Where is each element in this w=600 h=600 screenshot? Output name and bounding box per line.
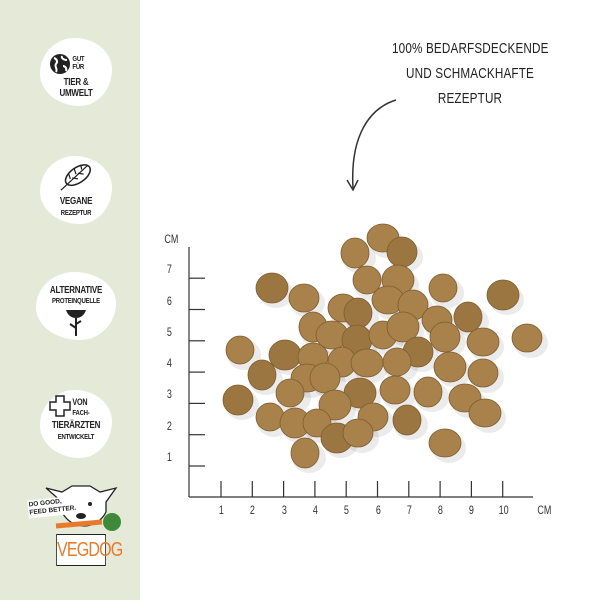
x-tick-label: 6 <box>375 503 381 517</box>
badge-top: GUT <box>72 54 85 63</box>
kibble-piece <box>268 339 302 371</box>
kibble-piece <box>275 378 305 408</box>
y-tick-label: 3 <box>166 387 172 402</box>
badge-protein: ALTERNATIVE PROTEINQUELLE <box>36 272 116 340</box>
y-tick-label: 6 <box>166 293 172 308</box>
kibble-piece <box>340 237 370 269</box>
arrow-head <box>346 179 359 192</box>
kibble-piece <box>222 384 254 416</box>
kibble-piece <box>486 279 520 311</box>
kibble-piece <box>468 398 502 428</box>
kibble-piece <box>453 301 483 333</box>
y-tick-label: 7 <box>166 262 172 277</box>
kibble-piece <box>433 351 467 383</box>
x-tick-label: 2 <box>250 503 256 517</box>
badge-top2: FÜR <box>72 62 85 71</box>
globe-icon <box>50 54 70 74</box>
kibble-piece <box>255 272 289 304</box>
kibble-piece <box>255 402 285 432</box>
x-tick-label: 4 <box>312 503 318 517</box>
badge-line1: ALTERNATIVE <box>49 285 103 296</box>
kibble-piece <box>382 347 412 377</box>
badge-line2: ENTWICKELT <box>57 432 95 441</box>
kibble-piece <box>342 418 374 448</box>
kibble-piece <box>290 437 320 469</box>
kibble-piece <box>392 404 422 436</box>
x-unit-label: CM <box>537 503 552 517</box>
kibble-piece <box>466 327 500 357</box>
kibble-piece <box>511 323 543 353</box>
x-tick-label: 9 <box>469 503 475 517</box>
sidebar: GUT FÜR TIER & UMWELT VEGANE REZEPTUR AL… <box>0 0 140 600</box>
kibble-piece <box>428 428 462 458</box>
y-tick-label: 2 <box>166 418 172 433</box>
x-tick-label: 3 <box>281 503 287 517</box>
kibble-piece <box>386 236 418 268</box>
x-tick-label: 5 <box>344 503 350 517</box>
kibble-piece <box>386 311 420 343</box>
leaf-icon <box>60 164 92 191</box>
badge-line1: VEGANE <box>59 196 93 207</box>
kibble-piece <box>350 348 384 378</box>
badge-vegan: VEGANE REZEPTUR <box>40 156 112 224</box>
y-tick-label: 4 <box>166 356 172 371</box>
x-tick-label: 8 <box>437 503 443 517</box>
badge-line2: PROTEINQUELLE <box>52 296 100 305</box>
headline: 100% BEDARFSDECKENDE UND SCHMACKHAFTE RE… <box>392 36 548 111</box>
kibble-piece <box>318 389 352 421</box>
headline-line: REZEPTUR <box>437 90 503 107</box>
badge-top: VON <box>72 397 88 407</box>
badge-vets: VON FACH- TIERÄRZTEN ENTWICKELT <box>40 390 112 458</box>
kibble-piece <box>467 358 499 388</box>
y-unit-label: CM <box>164 232 179 246</box>
kibble-piece <box>343 297 373 329</box>
x-tick-label: 1 <box>218 503 224 517</box>
plus-cross-icon <box>49 395 71 417</box>
kibble-piece <box>428 273 458 303</box>
badge-line2: UMWELT <box>59 88 93 99</box>
kibble-piece <box>352 265 382 295</box>
kibble-piece <box>225 335 255 365</box>
badge-line1: TIERÄRZTEN <box>51 420 101 431</box>
badge-environment: GUT FÜR TIER & UMWELT <box>40 38 112 106</box>
kibble-piece <box>429 321 461 353</box>
headline-line: 100% BEDARFSDECKENDE <box>392 40 549 57</box>
kibble-piece <box>413 376 443 408</box>
x-tick-label: 10 <box>498 503 509 517</box>
x-tick-label: 7 <box>406 503 412 517</box>
y-tick-label: 1 <box>166 450 172 464</box>
sunflower-icon <box>66 310 86 336</box>
headline-line: UND SCHMACKHAFTE <box>406 65 534 82</box>
vegdog-logo: DO GOOD, FEED BETTER. VEGDOG <box>27 478 134 578</box>
kibble-piece <box>379 375 411 405</box>
kibble-piece <box>309 362 341 394</box>
kibble-piece <box>247 359 277 391</box>
badge-line2: REZEPTUR <box>60 208 92 217</box>
badge-top2: FACH- <box>72 408 90 417</box>
y-tick-label: 5 <box>166 324 172 339</box>
kibble-piece <box>288 283 320 313</box>
badge-line1: TIER & <box>63 77 89 88</box>
arrow-icon <box>351 99 397 189</box>
